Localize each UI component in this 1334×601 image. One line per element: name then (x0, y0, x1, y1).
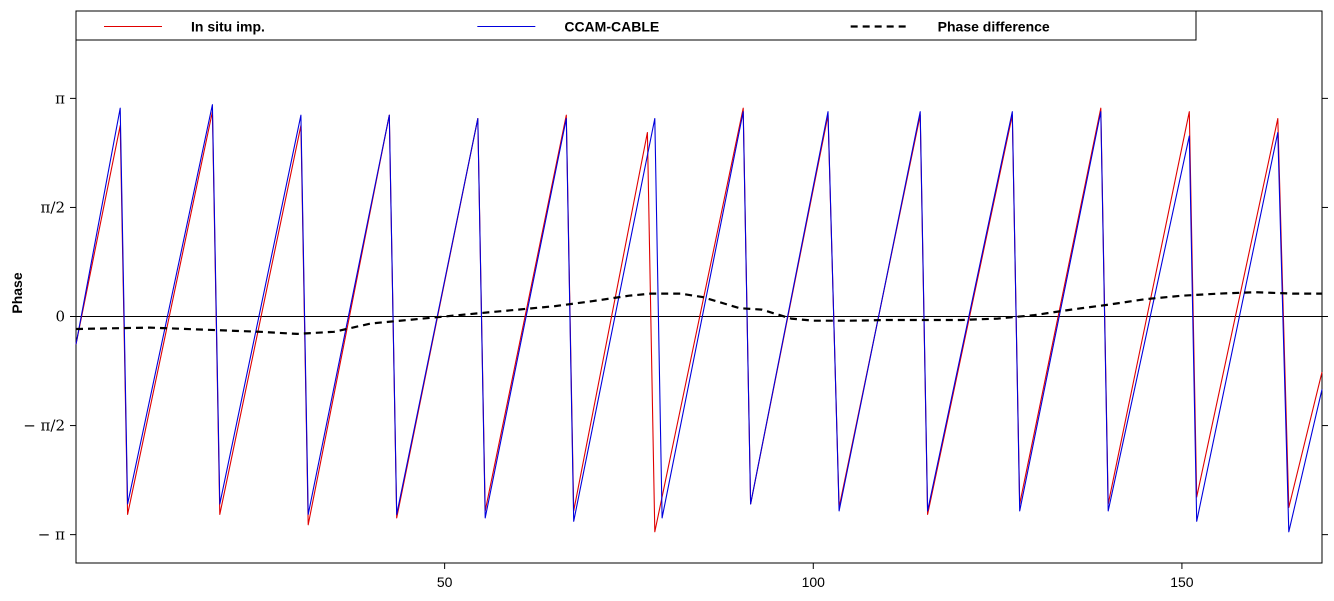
x-tick-label-1: 100 (802, 574, 826, 590)
y-tick-label-3: π/2 (41, 198, 65, 216)
legend-box (75, 10, 1197, 41)
legend-label-1: CCAM-CABLE (564, 19, 659, 35)
x-tick-label-2: 150 (1170, 574, 1194, 590)
y-tick-label-0: − π (38, 526, 65, 544)
legend-label-2: Phase difference (938, 19, 1050, 35)
y-tick-label-1: − π/2 (23, 417, 65, 435)
series-line-1 (75, 104, 1323, 533)
series-line-0 (75, 107, 1323, 533)
y-tick-label-4: π (55, 89, 65, 107)
y-axis: − π − π/2 0 π/2 π (23, 89, 1328, 544)
x-axis: 50 100 150 (437, 563, 1194, 590)
plot-frame (75, 10, 1323, 564)
series-group (75, 104, 1323, 533)
y-tick-label-2: 0 (55, 308, 65, 326)
x-tick-label-0: 50 (437, 574, 453, 590)
legend: In situ imp. CCAM-CABLE Phase difference (75, 10, 1197, 41)
legend-label-0: In situ imp. (191, 19, 265, 35)
y-axis-title: Phase (9, 272, 25, 313)
